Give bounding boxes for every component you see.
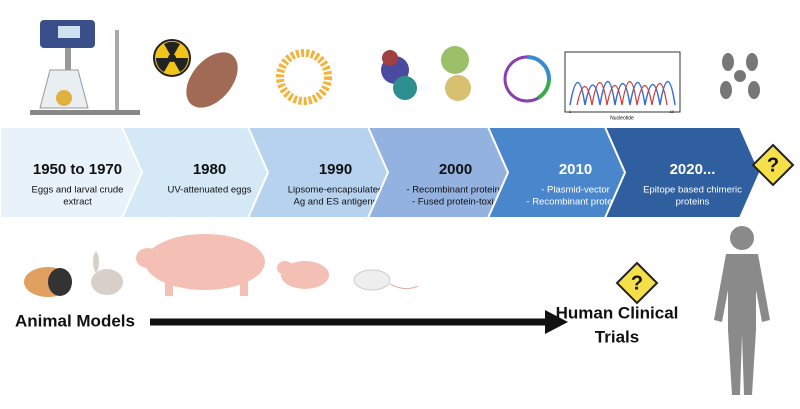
stage-year: 2020... (670, 161, 716, 178)
egg-icon (186, 52, 238, 108)
protein-icon (381, 46, 471, 101)
stage-year: 1950 to 1970 (33, 161, 122, 178)
chromatogram-end: 10 (670, 109, 675, 114)
stage-description: extract (63, 197, 92, 208)
human-trials-label: Trials (595, 327, 639, 346)
stage-year: 2010 (559, 161, 592, 178)
stage-description: - Fused protein-toxin (412, 197, 499, 208)
stage-year: 1980 (193, 161, 226, 178)
chromatogram-label: Nucleotide (610, 115, 634, 121)
human-trials-label: Human Clinical (556, 303, 679, 322)
warning-diamond (751, 143, 795, 187)
radiation-icon (153, 39, 191, 77)
warning-diamond (615, 261, 659, 305)
stage-description: - Plasmid-vector (541, 185, 610, 196)
stage-description: Epitope based chimeric (643, 185, 742, 196)
stage-year: 1990 (319, 161, 352, 178)
stage-description: Lipsome-encapsulated (288, 185, 384, 196)
stage-description: proteins (676, 197, 710, 208)
stage-description: Ag and ES antigens (294, 197, 378, 208)
antibody-icon (720, 53, 760, 99)
timeline-chevron (603, 126, 762, 219)
animal-models-label: Animal Models (15, 311, 135, 330)
chromatogram-icon: Nucleotide 1 10 (564, 51, 681, 121)
liposome-icon (276, 49, 332, 105)
stage-description: Eggs and larval crude (32, 185, 124, 196)
stage-description: - Recombinant proteins (406, 185, 504, 196)
human-figure (714, 226, 770, 395)
chromatogram-start: 1 (569, 109, 572, 114)
stage-year: 2000 (439, 161, 472, 178)
question-mark: ? (631, 272, 643, 294)
animals (24, 234, 419, 297)
sonicator-icon (30, 20, 140, 115)
stage-description: - Recombinant proteins (526, 197, 624, 208)
arrow-head (545, 310, 568, 334)
question-mark: ? (767, 154, 779, 176)
stage-description: UV-attenuated eggs (168, 185, 252, 196)
